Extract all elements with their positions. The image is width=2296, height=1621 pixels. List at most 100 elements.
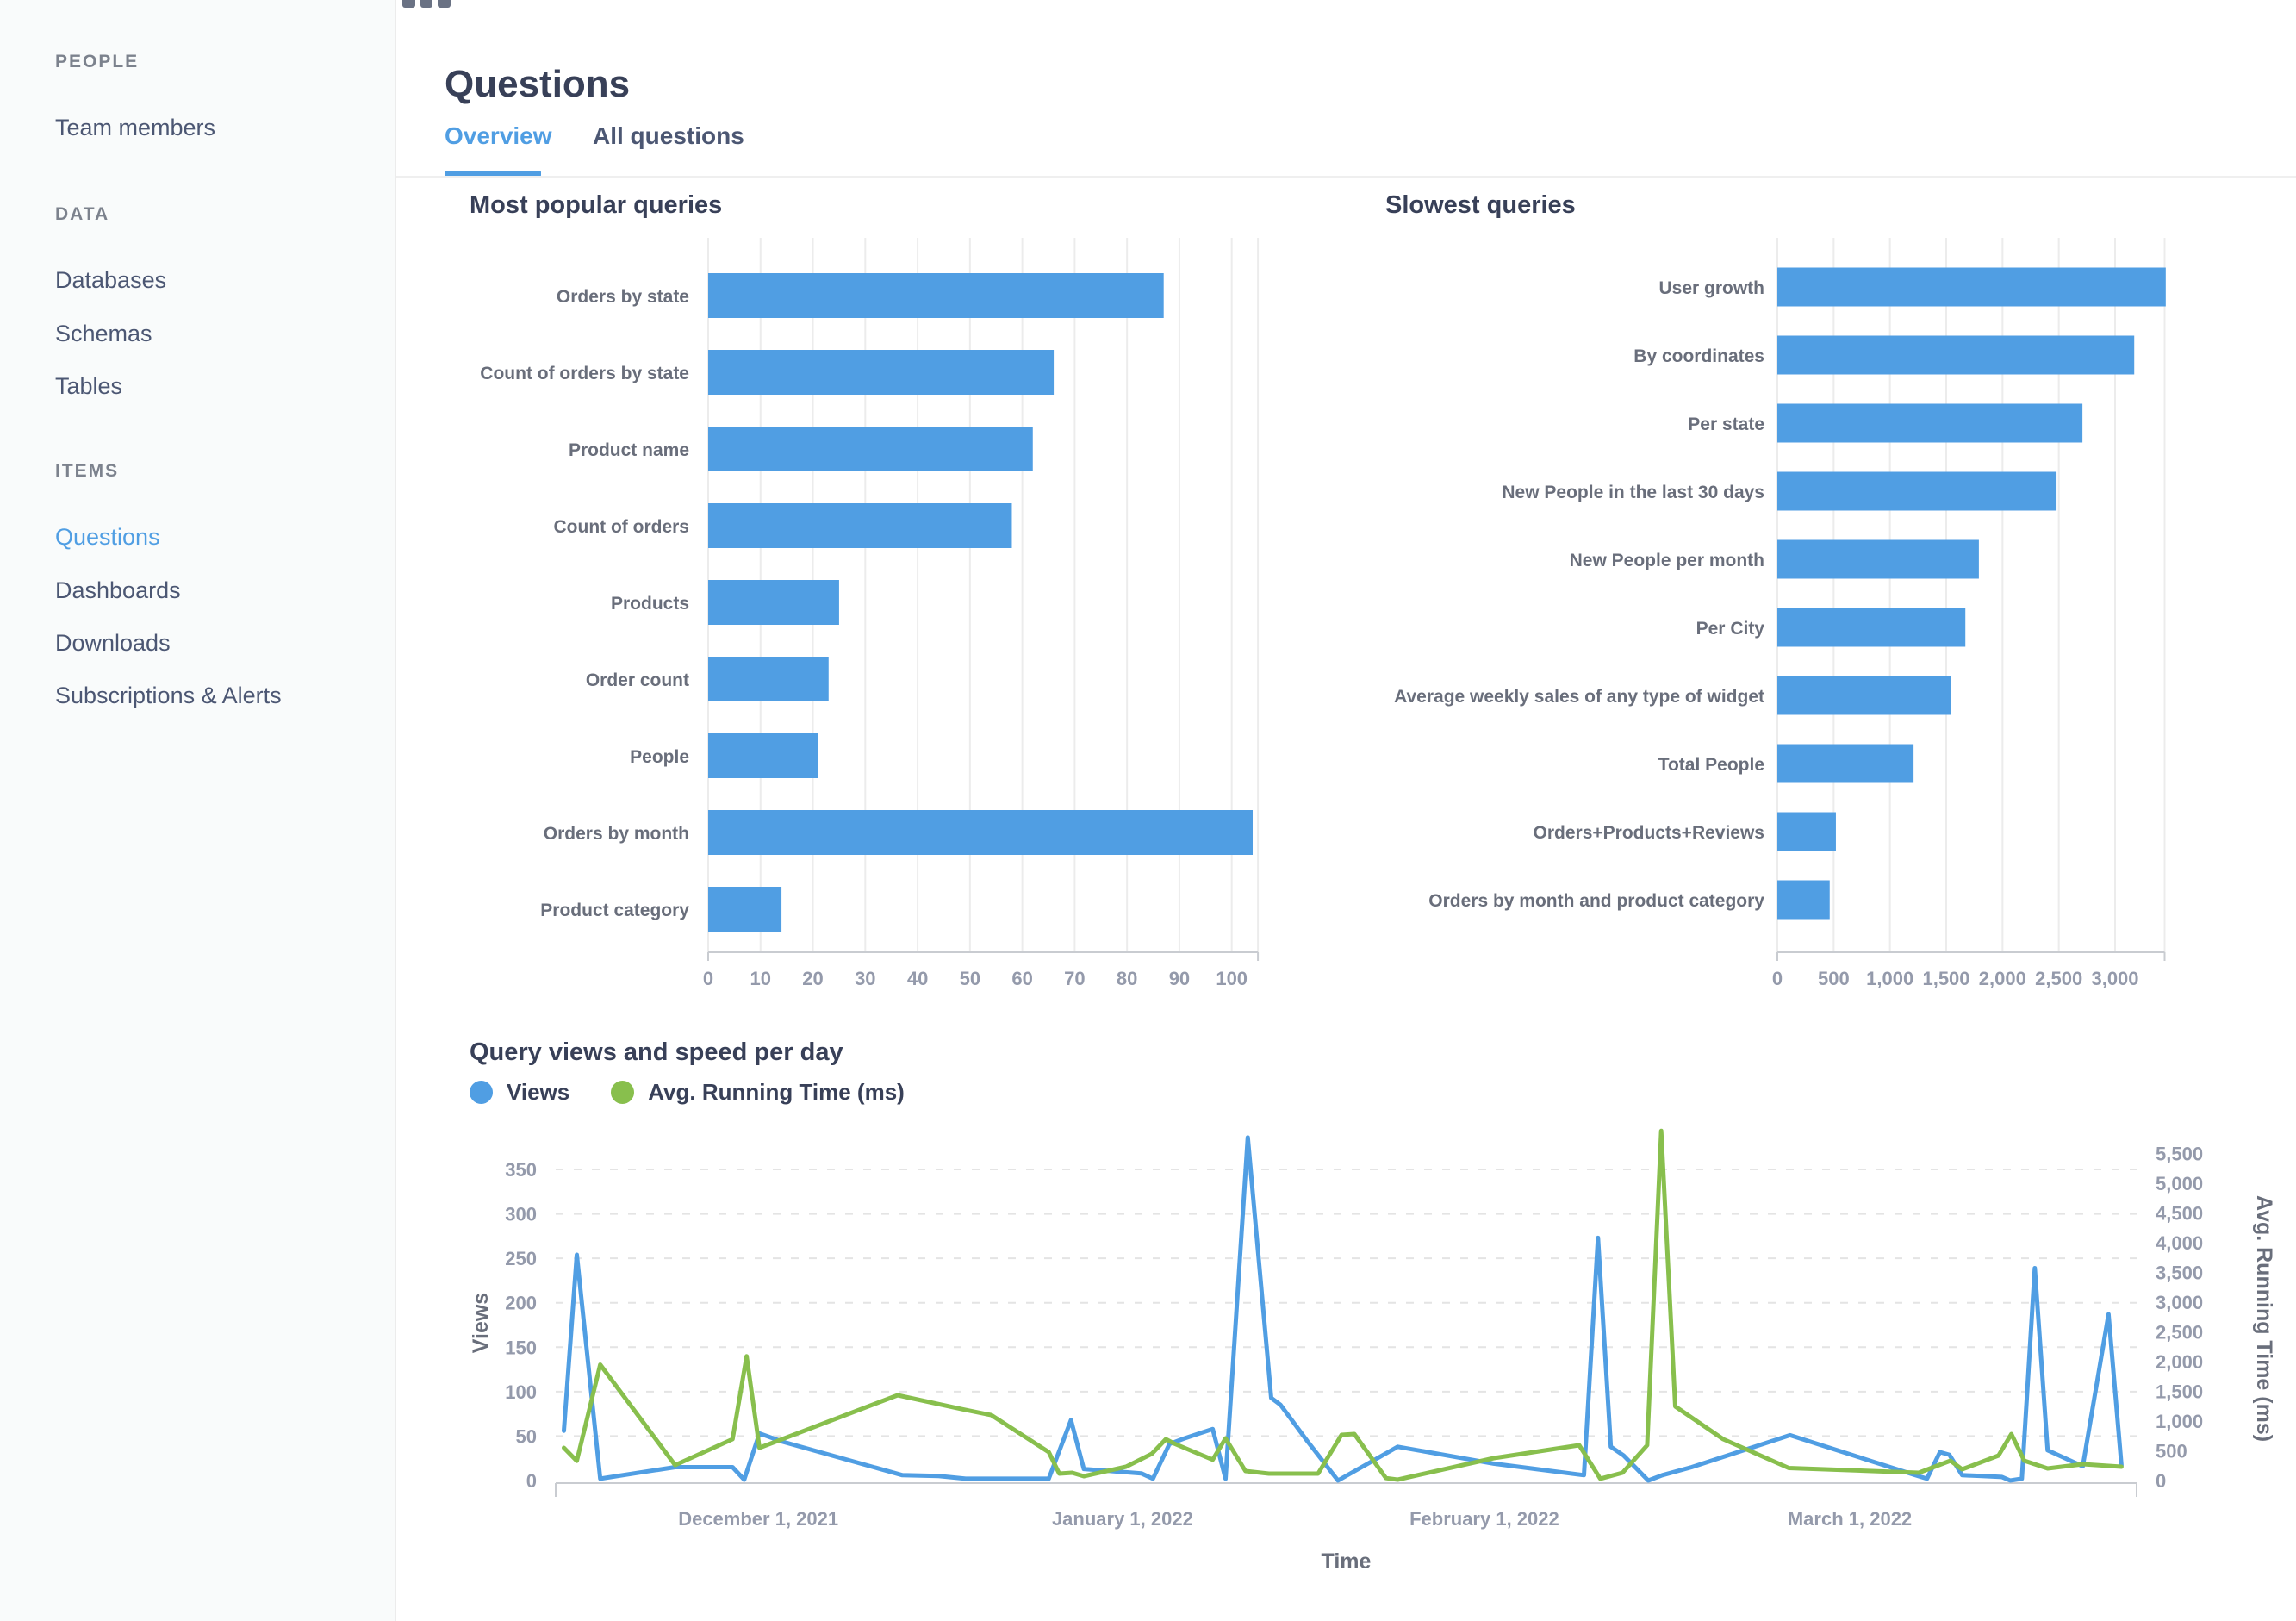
running-time-legend-dot-icon <box>611 1081 635 1104</box>
right-tick-label: 4,500 <box>2156 1203 2203 1225</box>
bar-popular-1[interactable] <box>708 350 1055 395</box>
line-series-running-time[interactable] <box>562 1128 2124 1482</box>
category-label: New People in the last 30 days <box>1502 483 1764 502</box>
bar-popular-2[interactable] <box>708 427 1033 471</box>
bar-popular-6[interactable] <box>708 733 818 778</box>
left-tick-label: 200 <box>505 1293 537 1314</box>
bar-popular-5[interactable] <box>708 657 829 701</box>
bar-slowest-6[interactable] <box>1777 676 1951 715</box>
bar-popular-8[interactable] <box>708 887 782 932</box>
logo-fragment <box>402 0 451 8</box>
category-label: Average weekly sales of any type of widg… <box>1394 687 1764 707</box>
tab-all-questions[interactable]: All questions <box>593 122 744 149</box>
left-tick-label: 150 <box>505 1337 537 1358</box>
sidebar-section-people: PEOPLE <box>55 52 140 72</box>
left-tick-label: 250 <box>505 1248 537 1269</box>
category-label: Total People <box>1658 755 1764 775</box>
right-tick-label: 0 <box>2156 1470 2166 1492</box>
sidebar-item-tables[interactable]: Tables <box>55 373 123 399</box>
sidebar-item-dashboards[interactable]: Dashboards <box>55 577 181 603</box>
left-tick-label: 50 <box>516 1425 537 1447</box>
tabs-divider <box>396 176 2296 178</box>
left-tick-label: 100 <box>505 1381 537 1403</box>
tab-overview[interactable]: Overview <box>445 122 552 149</box>
chart-title-slowest: Slowest queries <box>1385 191 1576 219</box>
x-tick-label: 20 <box>802 968 823 989</box>
x-tick-label: 0 <box>1772 968 1783 989</box>
sidebar-item-team-members[interactable]: Team members <box>55 115 216 140</box>
x-tick-label: 1,500 <box>1922 968 1969 989</box>
right-tick-label: 500 <box>2156 1441 2187 1462</box>
bar-slowest-0[interactable] <box>1777 267 2166 307</box>
sidebar-item-subscriptions-alerts[interactable]: Subscriptions & Alerts <box>55 683 282 708</box>
category-label: People <box>630 747 689 767</box>
category-label: Count of orders by state <box>480 364 689 383</box>
sidebar-item-questions[interactable]: Questions <box>55 524 160 550</box>
category-label: Orders by state <box>557 287 689 307</box>
sidebar-item-downloads[interactable]: Downloads <box>55 630 171 656</box>
left-tick-label: 350 <box>505 1159 537 1181</box>
right-tick-label: 1,000 <box>2156 1411 2203 1432</box>
bar-popular-3[interactable] <box>708 503 1012 548</box>
bar-slowest-5[interactable] <box>1777 608 1966 647</box>
legend-running-time[interactable]: Avg. Running Time (ms) <box>611 1079 905 1106</box>
bar-slowest-4[interactable] <box>1777 539 1979 579</box>
month-tick-label: February 1, 2022 <box>1409 1508 1559 1530</box>
x-tick-label: 2,500 <box>2035 968 2082 989</box>
right-tick-label: 1,500 <box>2156 1381 2203 1403</box>
bar-slowest-3[interactable] <box>1777 471 2057 511</box>
category-label: New People per month <box>1570 551 1764 570</box>
x-tick-label: 2,000 <box>1979 968 2026 989</box>
x-tick-label: 80 <box>1117 968 1137 989</box>
category-label: Per City <box>1696 619 1765 639</box>
category-label: Product name <box>569 440 689 460</box>
views-legend-dot-icon <box>470 1081 493 1104</box>
right-tick-label: 3,000 <box>2156 1292 2203 1313</box>
sidebar-item-databases[interactable]: Databases <box>55 267 167 293</box>
left-tick-label: 300 <box>505 1204 537 1225</box>
right-tick-label: 2,000 <box>2156 1351 2203 1373</box>
bar-slowest-9[interactable] <box>1777 880 1830 920</box>
category-label: Products <box>611 594 689 614</box>
category-label: Orders by month and product category <box>1428 891 1764 911</box>
right-tick-label: 5,000 <box>2156 1173 2203 1194</box>
left-axis-title: Views <box>469 1293 493 1353</box>
bar-slowest-1[interactable] <box>1777 335 2135 375</box>
line-chart-legend: Views Avg. Running Time (ms) <box>470 1079 905 1106</box>
x-tick-label: 3,000 <box>2091 968 2138 989</box>
sidebar-section-data: DATA <box>55 204 110 224</box>
x-axis-title: Time <box>1322 1549 1372 1574</box>
right-tick-label: 2,500 <box>2156 1322 2203 1344</box>
bar-popular-7[interactable] <box>708 810 1254 855</box>
left-tick-label: 0 <box>526 1470 537 1492</box>
category-label: Per state <box>1688 415 1764 434</box>
x-tick-label: 1,000 <box>1866 968 1913 989</box>
chart-title-views-speed: Query views and speed per day <box>470 1038 843 1066</box>
x-tick-label: 50 <box>960 968 980 989</box>
x-tick-label: 40 <box>907 968 928 989</box>
line-series-views[interactable] <box>562 1135 2124 1483</box>
bar-slowest-2[interactable] <box>1777 403 2083 443</box>
category-label: Count of orders <box>554 517 690 537</box>
month-tick-label: March 1, 2022 <box>1788 1508 1912 1530</box>
bar-slowest-8[interactable] <box>1777 812 1836 851</box>
bar-slowest-7[interactable] <box>1777 744 1914 783</box>
active-tab-indicator <box>445 171 541 177</box>
category-label: Orders by month <box>544 824 689 844</box>
category-label: User growth <box>1658 278 1764 298</box>
bar-popular-0[interactable] <box>708 273 1164 318</box>
legend-views-label: Views <box>507 1079 570 1105</box>
chart-title-most-popular: Most popular queries <box>470 191 723 219</box>
month-tick-label: January 1, 2022 <box>1052 1508 1193 1530</box>
x-tick-label: 500 <box>1818 968 1850 989</box>
sidebar: PEOPLE Team members DATA Databases Schem… <box>0 0 396 1621</box>
x-tick-label: 100 <box>1216 968 1248 989</box>
sidebar-item-schemas[interactable]: Schemas <box>55 321 152 346</box>
bar-popular-4[interactable] <box>708 580 839 625</box>
category-label: Order count <box>586 670 689 690</box>
legend-views[interactable]: Views <box>470 1079 569 1106</box>
x-tick-label: 70 <box>1064 968 1085 989</box>
right-tick-label: 5,500 <box>2156 1144 2203 1165</box>
